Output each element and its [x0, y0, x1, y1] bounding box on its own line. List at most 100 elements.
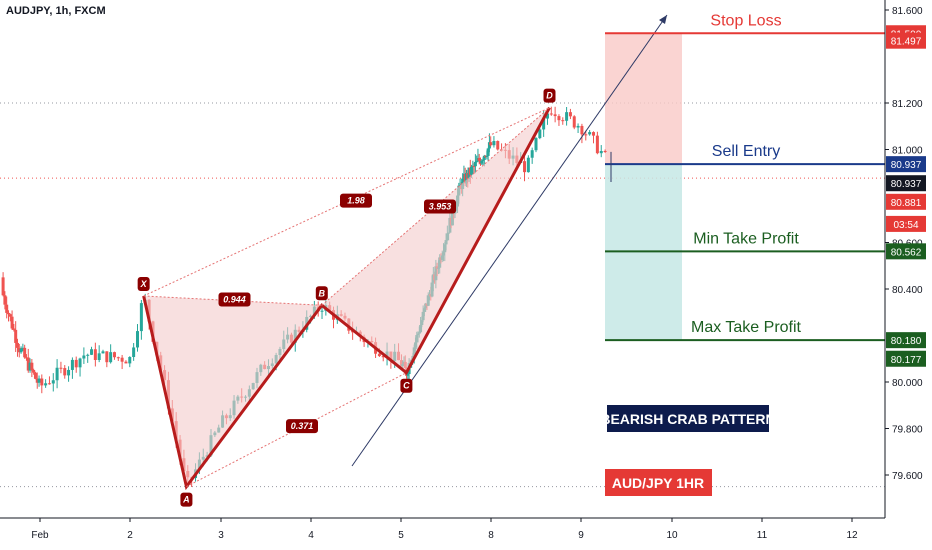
y-tick-label: 81.600 — [892, 6, 923, 17]
x-tick-label: 4 — [308, 530, 314, 541]
candle-body — [101, 351, 105, 354]
candle-body — [406, 374, 410, 376]
candle-body — [97, 353, 101, 360]
candle-body — [599, 151, 603, 154]
candle-body — [82, 355, 86, 359]
candle-body — [549, 113, 553, 115]
x-tick-label: 9 — [578, 530, 584, 541]
candle-body — [473, 161, 477, 167]
candle-body — [480, 160, 484, 164]
level-label: Sell Entry — [712, 143, 780, 160]
candle-body — [47, 383, 51, 385]
point-label-box — [543, 88, 556, 103]
price-tag — [886, 193, 926, 210]
candle-body — [477, 158, 481, 161]
candle-body — [580, 125, 584, 135]
x-tick-label: 11 — [757, 530, 768, 541]
level-label: Stop Loss — [710, 12, 781, 29]
price-tag-label: 80.937 — [891, 160, 922, 171]
candle-body — [576, 125, 580, 128]
y-tick-label: 80.400 — [892, 285, 923, 296]
candle-body — [12, 328, 16, 330]
candle-body — [40, 378, 44, 386]
candle-body — [565, 112, 569, 121]
candle-body — [74, 359, 78, 368]
candle-body — [523, 161, 527, 173]
candle-body — [120, 357, 124, 362]
candle-body — [534, 138, 538, 151]
y-tick-label: 79.600 — [892, 471, 923, 482]
candle-body — [14, 329, 18, 343]
candle-body — [381, 356, 385, 358]
level-label: Max Take Profit — [691, 319, 802, 336]
point-label-a: A — [182, 495, 190, 505]
candle-body — [37, 378, 41, 383]
candle-body — [26, 357, 30, 371]
ratio-line — [186, 372, 407, 488]
candle-body — [568, 112, 572, 117]
pattern-name: BEARISH CRAB PATTERN — [600, 411, 775, 427]
candle-body — [485, 155, 489, 157]
y-tick-label: 79.800 — [892, 425, 923, 436]
price-axis[interactable] — [885, 0, 932, 550]
candle-body — [572, 116, 576, 128]
candle-body — [595, 135, 599, 154]
point-label-c: C — [403, 381, 410, 391]
time-axis[interactable] — [0, 518, 885, 550]
candle-body — [128, 356, 132, 364]
y-tick-label: 81.200 — [892, 99, 923, 110]
candle-body — [588, 132, 592, 135]
candle-body — [538, 129, 542, 139]
candle-body — [90, 349, 94, 355]
candle-body — [530, 150, 534, 158]
candle-body — [472, 165, 476, 167]
xab-triangle — [143, 295, 322, 487]
candle-body — [557, 116, 561, 121]
point-label-box — [400, 378, 413, 393]
pattern-name-box — [607, 405, 769, 432]
candle-body — [63, 368, 67, 376]
candle-body — [10, 316, 14, 329]
candle-body — [6, 312, 10, 315]
candle-body — [132, 347, 136, 357]
pair-label: AUD/JPY 1HR — [612, 475, 704, 491]
bcd-triangle — [321, 107, 550, 373]
candle-body — [8, 314, 12, 317]
point-label-b: B — [319, 288, 326, 298]
x-tick-label: 3 — [218, 530, 224, 541]
candle-body — [320, 310, 324, 312]
candle-body — [70, 359, 74, 370]
candle-body — [59, 367, 63, 369]
candle-body — [492, 141, 496, 146]
candle-body — [475, 161, 479, 163]
candle-body — [86, 354, 90, 356]
ratio-label: 1.98 — [347, 196, 365, 206]
price-tag — [886, 175, 926, 192]
candle-body — [35, 378, 39, 383]
price-tag — [886, 156, 926, 173]
stop-zone — [605, 33, 682, 165]
candle-body — [5, 304, 9, 313]
candle-body — [124, 361, 128, 364]
candle-body — [28, 362, 32, 371]
price-tag — [886, 243, 926, 260]
x-tick-label: 8 — [488, 530, 494, 541]
candle-body — [3, 295, 7, 305]
ratio-label: 0.371 — [291, 421, 314, 431]
price-tag — [886, 215, 926, 232]
candle-body — [139, 303, 143, 332]
candle-body — [44, 383, 48, 386]
point-label-box — [180, 492, 193, 507]
candle-body — [109, 352, 113, 363]
price-tag — [886, 332, 926, 349]
candle-body — [481, 159, 485, 161]
candle-body — [51, 380, 55, 384]
candle-body — [603, 151, 607, 153]
candle-body — [30, 362, 34, 370]
y-tick-label: 81.000 — [892, 146, 923, 157]
price-tag — [886, 32, 926, 49]
ratio-label: 0.944 — [223, 294, 246, 304]
candle-body — [542, 118, 546, 130]
